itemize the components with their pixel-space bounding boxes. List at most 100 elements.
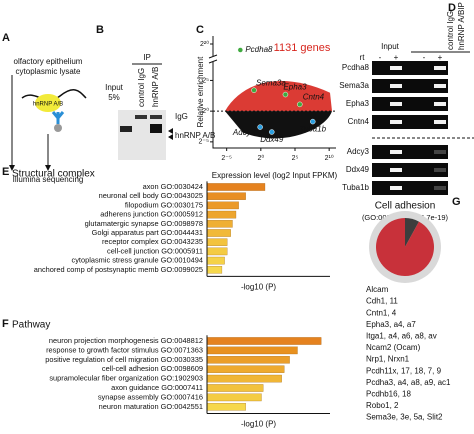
chart-title: Cell adhesion <box>375 201 436 212</box>
gel-row <box>372 61 448 75</box>
gene-list-item: Itga1, a4, a6, a8, av <box>366 332 437 341</box>
bar <box>206 220 233 228</box>
protein-label: hnRNP A/B <box>33 102 63 108</box>
bar <box>206 256 225 265</box>
gene-list-item: Ncam2 (Ocam) <box>366 343 421 352</box>
gel-band <box>390 120 402 124</box>
point <box>282 91 289 98</box>
bar <box>206 403 246 411</box>
gel-band <box>434 168 446 172</box>
panel-label: B <box>96 24 104 36</box>
bar <box>206 183 266 191</box>
category-label: neuron maturation GO:0042551 <box>99 402 203 411</box>
point <box>310 118 316 125</box>
panel-b-gel <box>118 63 173 160</box>
point-label: Sema3a <box>256 78 286 87</box>
category-label: positive regulation of cell migration GO… <box>45 355 203 364</box>
bar <box>206 247 228 256</box>
gene-label: Tuba1b <box>342 183 369 192</box>
gene-label: Adcy3 <box>347 147 370 156</box>
gene-list-item: Epha3, a4, a7 <box>366 320 416 329</box>
panel-label: C <box>196 24 204 36</box>
sequencing-text: Illumina sequencing <box>13 175 84 184</box>
gel-row <box>372 145 448 159</box>
chart-title: Structural complex <box>12 169 95 180</box>
input-label: 5% <box>108 93 120 102</box>
x-axis-label: -log10 (P) <box>241 420 276 429</box>
gene-list-item: Nrp1, Nrxn1 <box>366 355 410 364</box>
lane-label: hnRNP A/B <box>151 67 160 107</box>
y-tick-label: 2²⁰ <box>200 40 209 48</box>
gel-band <box>434 186 446 190</box>
category-label: receptor complex GO:0043235 <box>102 237 203 246</box>
cloud-red <box>225 80 332 112</box>
point-label: Pcdha8 <box>245 45 273 54</box>
panel-label: A <box>2 32 10 44</box>
y-tick-label: 2⁵ <box>202 77 209 84</box>
x-tick-label: 2⁰ <box>257 154 264 162</box>
gene-list-item: Pcdha3, a4, a8, a9, ac1 <box>366 378 451 387</box>
gel-row <box>372 163 448 177</box>
x-tick-label: 2⁻⁵ <box>221 155 232 162</box>
category-label: cell-cell adhesion GO:0098609 <box>102 364 203 373</box>
rt-sign: - <box>423 53 426 62</box>
bar <box>206 393 262 402</box>
lane-label: hnRNP A/B <box>457 10 466 50</box>
pie-slice <box>405 218 419 247</box>
category-label: neuron projection morphogenesis GO:00488… <box>49 336 203 345</box>
rt-label: rt <box>360 53 366 62</box>
category-label: axon GO:0030424 <box>143 182 203 191</box>
lysate-text: olfactory epithelium <box>14 57 83 66</box>
axis-break <box>208 54 218 64</box>
lane-label: control IgG <box>137 68 146 107</box>
panel-d-gel <box>372 51 474 139</box>
x-axis-label: -log10 (P) <box>241 283 276 292</box>
gel-row <box>372 97 448 111</box>
lysate-text: cytoplasmic lysate <box>16 67 81 76</box>
category-label: filopodium GO:0030175 <box>125 200 203 209</box>
panel-label: D <box>448 2 456 14</box>
panel-a-diagram <box>9 75 87 171</box>
gel-row <box>372 115 448 129</box>
bar <box>206 374 282 383</box>
y-axis-label: Relative enrichment <box>196 56 205 127</box>
category-label: axon guidance GO:0007411 <box>111 383 203 392</box>
rt-sign: + <box>394 53 399 62</box>
bar <box>206 238 228 246</box>
point <box>257 124 263 130</box>
ip-label: IP <box>143 53 151 62</box>
gene-label: Ddx49 <box>346 165 370 174</box>
gene-list-item: Cdh1, 11 <box>366 297 398 306</box>
gel-band <box>390 150 402 154</box>
chart-title: Pathway <box>12 320 50 331</box>
bar <box>206 201 239 210</box>
y-tick-label: 2⁻⁵ <box>199 139 210 146</box>
point <box>251 87 257 94</box>
gel-band <box>390 84 402 88</box>
ip-label: IP <box>457 2 466 10</box>
gene-list-item: Cntn1, 4 <box>366 308 397 317</box>
point <box>269 129 275 135</box>
panel-label: E <box>2 166 9 178</box>
panel-label: G <box>452 196 461 208</box>
category-label: anchored comp of postsynaptic memb GO:00… <box>34 265 203 274</box>
gel-band <box>434 84 446 88</box>
category-label: glutamatergic synapse GO:0098978 <box>85 219 203 228</box>
cloud-black <box>225 111 332 139</box>
point <box>237 47 244 53</box>
bar <box>206 337 322 345</box>
band-label: hnRNP A/B <box>175 131 215 140</box>
bar <box>206 365 285 373</box>
x-tick-label: 2⁵ <box>292 155 299 162</box>
input-label: Input <box>381 42 400 51</box>
category-label: Golgi apparatus part GO:0044431 <box>92 228 203 237</box>
point <box>297 101 303 108</box>
category-label: cytoplasmic stress granule GO:0010494 <box>72 256 203 265</box>
gene-label: Cntn4 <box>348 117 370 126</box>
gene-list-item: Sema3e, 3e, 5a, Slit2 <box>366 413 443 422</box>
point-label: Ddx49 <box>260 135 284 144</box>
gel-band <box>434 66 446 70</box>
gel-row <box>372 79 448 93</box>
gel-band <box>434 120 446 124</box>
